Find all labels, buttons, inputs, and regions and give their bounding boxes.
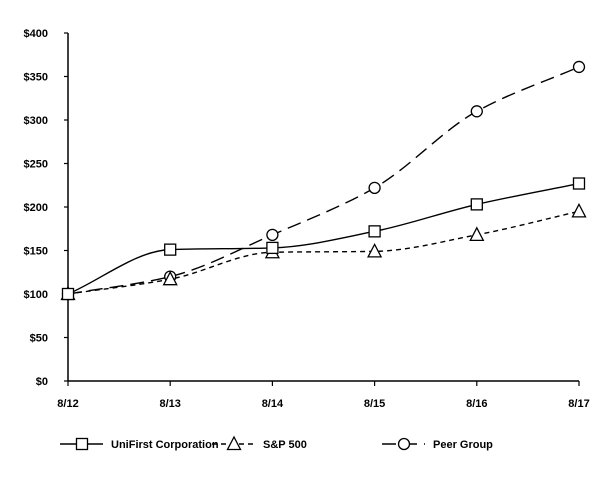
circle-marker	[368, 181, 381, 195]
circle-marker	[470, 105, 483, 118]
square-marker	[572, 177, 586, 190]
series-line	[67, 66, 580, 295]
y-tick-label: $400	[24, 28, 48, 40]
legend-label: UniFirst Corporation	[111, 439, 219, 451]
square-marker	[368, 225, 381, 238]
x-tick-label: 8/12	[57, 398, 78, 410]
y-tick-label: $300	[24, 115, 48, 127]
triangle-marker	[367, 242, 383, 258]
y-tick-label: $0	[36, 376, 48, 388]
circle-marker	[266, 228, 279, 241]
series-s-p-500	[60, 202, 587, 301]
x-tick-label: 8/17	[568, 398, 589, 410]
legend-label: Peer Group	[433, 439, 493, 451]
axis-ticks: $0 $50 $100 $150 $200 $250 $300 $350 $400 8/12 8/1…	[24, 28, 590, 410]
y-tick-label: $350	[24, 72, 48, 84]
x-tick-label: 8/13	[159, 398, 180, 410]
legend-label: S&P 500	[263, 439, 307, 451]
y-tick-label: $150	[24, 246, 48, 258]
circle-marker	[572, 60, 586, 74]
square-marker	[164, 243, 177, 256]
series-line	[67, 182, 580, 295]
y-tick-label: $50	[30, 333, 48, 345]
square-marker	[266, 241, 279, 255]
series-unifirst-corporation	[61, 177, 586, 301]
axes	[67, 33, 579, 382]
y-tick-label: $100	[24, 289, 48, 301]
legend: UniFirst Corporation S&P 500 Peer Group	[60, 435, 493, 451]
legend-circle-marker	[397, 437, 411, 451]
square-marker	[470, 198, 483, 211]
series-peer-group	[61, 60, 586, 301]
square-marker	[61, 287, 75, 301]
data-series	[60, 60, 587, 301]
x-tick-label: 8/16	[466, 398, 487, 410]
triangle-marker	[162, 270, 178, 286]
legend-item-peer-group: Peer Group	[382, 437, 493, 451]
legend-triangle-marker	[226, 435, 242, 451]
y-tick-label: $250	[24, 159, 48, 171]
y-tick-label: $200	[24, 202, 48, 214]
legend-square-marker	[75, 437, 89, 451]
legend-item-s-p-500: S&P 500	[212, 435, 307, 451]
triangle-marker	[469, 226, 485, 241]
x-tick-label: 8/15	[364, 398, 385, 410]
series-line	[67, 210, 580, 295]
legend-item-unifirst-corporation: UniFirst Corporation	[60, 437, 219, 451]
triangle-marker	[571, 202, 587, 218]
x-tick-label: 8/14	[262, 398, 284, 410]
